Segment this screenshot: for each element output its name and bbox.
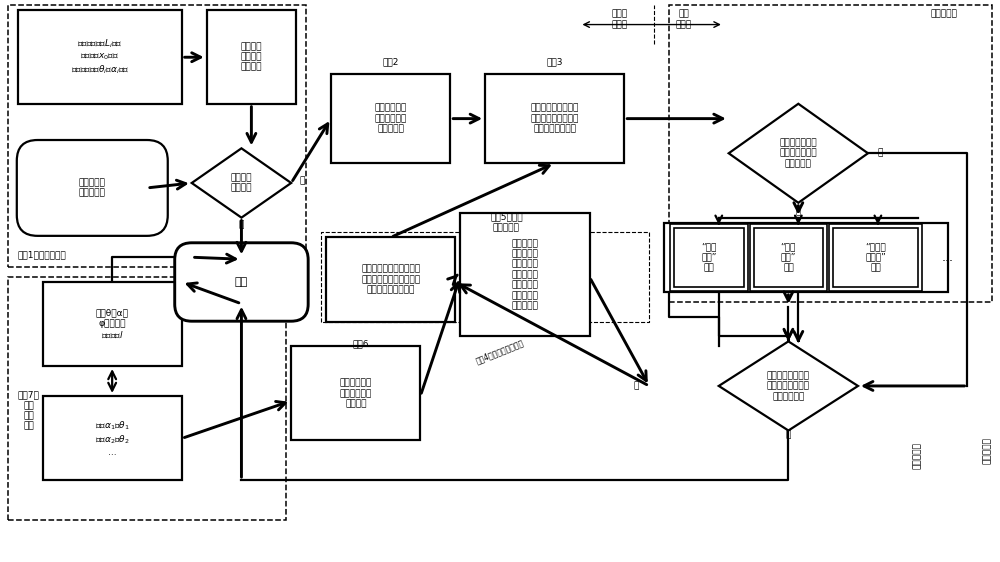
FancyBboxPatch shape xyxy=(17,140,168,236)
Text: 是: 是 xyxy=(634,382,639,391)
FancyBboxPatch shape xyxy=(750,224,827,291)
Text: 第二类问题: 第二类问题 xyxy=(913,442,922,469)
Text: 是: 是 xyxy=(878,149,883,158)
FancyBboxPatch shape xyxy=(207,10,296,104)
FancyBboxPatch shape xyxy=(326,237,455,321)
FancyBboxPatch shape xyxy=(331,74,450,163)
FancyBboxPatch shape xyxy=(43,396,182,480)
Polygon shape xyxy=(729,104,868,203)
Text: 步骤5：调整
各关节路径: 步骤5：调整 各关节路径 xyxy=(490,212,523,232)
Text: 输入θ、α和
φ，即可求
得对应的$l$: 输入θ、α和 φ，即可求 得对应的$l$ xyxy=(96,309,129,340)
FancyBboxPatch shape xyxy=(833,228,918,287)
Text: 缩放未端点的二维路
径得到各个关节点的
最佳二维运动路径: 缩放未端点的二维路 径得到各个关节点的 最佳二维运动路径 xyxy=(531,104,579,134)
FancyBboxPatch shape xyxy=(754,228,823,287)
FancyBboxPatch shape xyxy=(8,277,286,520)
FancyBboxPatch shape xyxy=(669,4,992,302)
FancyBboxPatch shape xyxy=(175,243,308,321)
Text: 每个臂杆长度$L_i$固定
整体平移$x_0$受限
关节偏转角度$\theta_i$和$\alpha_i$受限: 每个臂杆长度$L_i$固定 整体平移$x_0$受限 关节偏转角度$\theta_… xyxy=(71,38,129,76)
Text: 步骤3: 步骤3 xyxy=(546,58,563,67)
Text: “至等
距点”
方案: “至等 距点” 方案 xyxy=(781,242,796,272)
FancyBboxPatch shape xyxy=(18,10,182,104)
Text: 未端点沿着规划路
径运动时，是否会
碍到障碍物？: 未端点沿着规划路 径运动时，是否会 碍到障碍物？ xyxy=(767,371,810,401)
Text: 求解$\alpha_1$和$\theta_1$
求解$\alpha_2$和$\theta_2$
...: 求解$\alpha_1$和$\theta_1$ 求解$\alpha_2$和$\t… xyxy=(95,419,130,456)
Text: 将各关节的二
维路径转换为
三维路径: 将各关节的二 维路径转换为 三维路径 xyxy=(340,378,372,408)
Text: 借助等距点、安全区域的
边界、特殊点等，重新调
整未端点的二维路径: 借助等距点、安全区域的 边界、特殊点等，重新调 整未端点的二维路径 xyxy=(361,265,420,294)
Text: 输入未端点
的期望路径: 输入未端点 的期望路径 xyxy=(79,178,106,198)
FancyBboxPatch shape xyxy=(8,4,306,267)
Text: 否: 否 xyxy=(796,208,801,217)
Text: 步骤2: 步骤2 xyxy=(382,58,399,67)
Text: 考虑
障碍物: 考虑 障碍物 xyxy=(676,10,692,29)
FancyBboxPatch shape xyxy=(664,223,948,292)
Polygon shape xyxy=(719,341,858,430)
Text: 判断是否
可实现？: 判断是否 可实现？ xyxy=(231,173,252,193)
FancyBboxPatch shape xyxy=(674,228,744,287)
FancyBboxPatch shape xyxy=(485,74,624,163)
Polygon shape xyxy=(192,148,291,217)
Text: ...: ... xyxy=(942,251,954,264)
Text: 步骤1：判断可行性: 步骤1：判断可行性 xyxy=(18,250,66,259)
Text: 否: 否 xyxy=(239,221,244,230)
FancyBboxPatch shape xyxy=(829,224,922,291)
Text: “至最近
等距点”
方案: “至最近 等距点” 方案 xyxy=(865,242,886,272)
Text: 未考虑
障碍物: 未考虑 障碍物 xyxy=(611,10,627,29)
Text: 步骤7：
运动
参数
转换: 步骤7： 运动 参数 转换 xyxy=(18,391,40,431)
Text: “距离
最短”
方案: “距离 最短” 方案 xyxy=(701,242,717,272)
Text: 机械臂整
体的运动
范围受限: 机械臂整 体的运动 范围受限 xyxy=(241,42,262,71)
Text: 未端点的初始位
置是否在期望运
动路径上？: 未端点的初始位 置是否在期望运 动路径上？ xyxy=(780,138,817,168)
Text: 步骤6: 步骤6 xyxy=(353,339,369,348)
FancyBboxPatch shape xyxy=(460,212,590,337)
Text: 将未端点的三
维期望路径转
为二维路径: 将未端点的三 维期望路径转 为二维路径 xyxy=(374,104,407,134)
Text: 否: 否 xyxy=(786,430,791,439)
FancyBboxPatch shape xyxy=(670,224,748,291)
Text: 步骤4：调整未端点路径: 步骤4：调整未端点路径 xyxy=(475,338,525,365)
Text: 是: 是 xyxy=(299,176,304,185)
FancyBboxPatch shape xyxy=(43,282,182,366)
FancyBboxPatch shape xyxy=(291,346,420,441)
Text: 第一类问题: 第一类问题 xyxy=(931,10,957,19)
Text: 终止: 终止 xyxy=(235,277,248,287)
Text: 第二类问题: 第二类问题 xyxy=(983,437,992,464)
Text: 根据比例关
系及障碍物
位置，从未
端向起始端
依次循环求
解各个关节
的二维路径: 根据比例关 系及障碍物 位置，从未 端向起始端 依次循环求 解各个关节 的二维路… xyxy=(511,239,538,310)
